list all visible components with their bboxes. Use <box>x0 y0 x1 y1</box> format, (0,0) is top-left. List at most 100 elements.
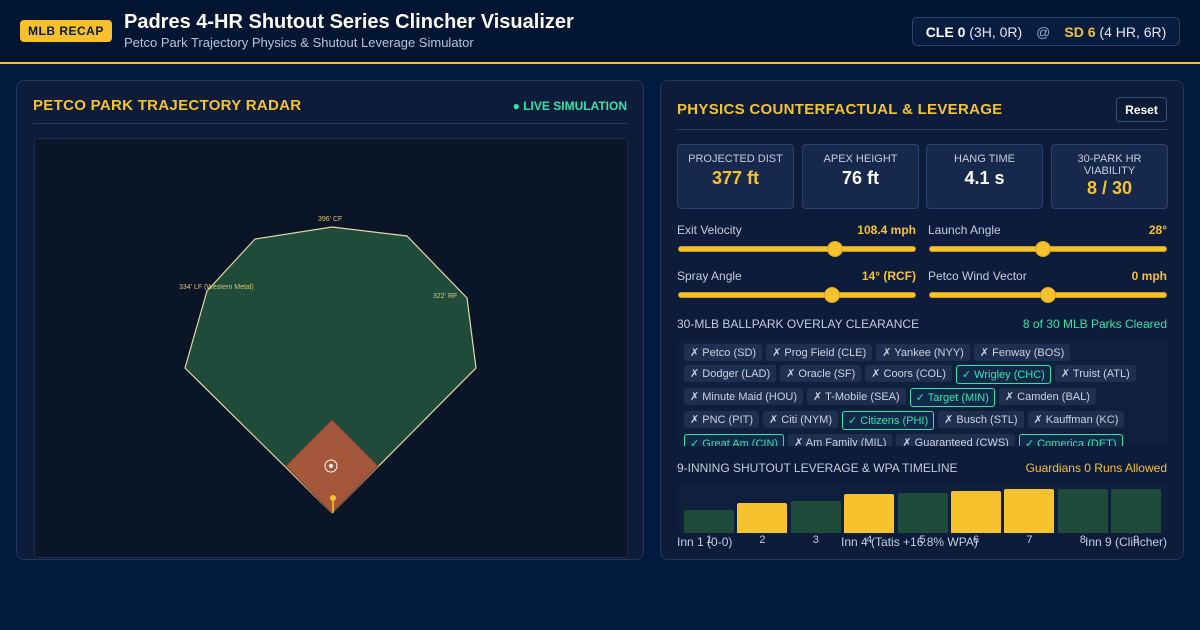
inning-bar[interactable] <box>951 491 1001 533</box>
stat-label: APEX HEIGHT <box>823 153 898 165</box>
ballpark-diagram: 396' CF 334' LF (Western Metal) 322' RF <box>179 216 477 514</box>
stat-projected-distance: PROJECTED DIST 377 ft <box>677 144 794 209</box>
pitcher-rubber <box>329 464 333 468</box>
inning-bar[interactable] <box>897 493 948 533</box>
lf-distance-label: 334' LF (Western Metal) <box>179 284 254 291</box>
park-chip[interactable]: ✗ Dodger (LAD) <box>684 365 777 382</box>
stat-value: 377 ft <box>711 168 760 188</box>
park-chip[interactable]: ✓ Target (MIN) <box>909 388 995 407</box>
park-chip[interactable]: ✗ Kauffman (KC) <box>1027 411 1125 428</box>
park-chip[interactable]: ✗ Truist (ATL) <box>1054 365 1136 382</box>
park-chip-list: ✗ Petco (SD) ✗ Prog Field (CLE) ✗ Yankee (… <box>678 338 1167 446</box>
inning-bar[interactable] <box>844 494 895 533</box>
park-chip[interactable]: ✗ Oracle (SF) <box>780 365 862 382</box>
stat-label: 30-PARK HR VIABILITY <box>1077 153 1142 177</box>
stat-value: 4.1 s <box>964 168 1005 188</box>
inning-label: 1 <box>705 534 713 546</box>
scoreboard: CLE 0 (3H, 0R) @ SD 6 (4 HR, 6R) <box>912 17 1180 46</box>
park-chip[interactable]: ✗ Guaranteed (CWS) <box>896 434 1015 446</box>
launch-angle-slider[interactable] <box>929 241 1167 257</box>
inning-bar[interactable] <box>737 503 788 533</box>
radar-title: PETCO PARK TRAJECTORY RADAR <box>33 97 302 114</box>
stat-label: HANG TIME <box>954 153 1015 165</box>
stat-value: 76 ft <box>841 168 879 188</box>
physics-panel: PHYSICS COUNTERFACTUAL & LEVERAGE Reset … <box>660 80 1184 560</box>
header-bar: MLB RECAP Padres 4-HR Shutout Series Cli… <box>0 0 1200 64</box>
park-chip[interactable]: ✗ T-Mobile (SEA) <box>807 388 906 405</box>
overlay-title: 30-MLB BALLPARK OVERLAY CLEARANCE <box>677 317 920 331</box>
trajectory-radar-panel: PETCO PARK TRAJECTORY RADAR ● LIVE SIMUL… <box>16 80 644 560</box>
away-team: CLE 0 <box>925 23 966 40</box>
overlay-summary: 8 of 30 MLB Parks Cleared <box>1022 317 1167 331</box>
wind-vector-slider[interactable] <box>929 287 1167 303</box>
timeline-title: 9-INNING SHUTOUT LEVERAGE & WPA TIMELINE <box>677 461 958 475</box>
reset-button[interactable]: Reset <box>1116 97 1167 122</box>
inning-label: 3 <box>812 534 819 546</box>
physics-title: PHYSICS COUNTERFACTUAL & LEVERAGE <box>677 101 1003 118</box>
spray-angle-slider[interactable] <box>678 287 916 303</box>
inning-bar[interactable] <box>684 510 734 533</box>
slider-thumb[interactable] <box>826 241 843 257</box>
radar-divider <box>33 123 627 124</box>
away-detail: (3H, 0R) <box>969 23 1023 40</box>
stat-hr-viability: 30-PARK HR VIABILITY 8 / 30 <box>1051 144 1168 209</box>
inning-label: 7 <box>1026 534 1033 546</box>
score-separator: @ <box>1036 23 1051 40</box>
park-chip[interactable]: ✓ Great Am (CIN) <box>684 434 785 446</box>
home-detail: (4 HR, 6R) <box>1099 23 1167 40</box>
inning-bar[interactable] <box>1004 489 1055 533</box>
inning-label: 6 <box>972 534 980 546</box>
home-team: SD 6 <box>1064 23 1096 40</box>
inning-label: 2 <box>759 534 766 546</box>
exit-velocity-slider[interactable] <box>678 241 916 257</box>
exit-velocity-value: 108.4 mph <box>857 223 916 237</box>
stat-value: 8 / 30 <box>1086 178 1133 198</box>
park-chip[interactable]: ✗ Camden (BAL) <box>998 388 1096 405</box>
timeline-note-start: Inn 1 (0-0) <box>677 535 733 549</box>
timeline-summary: Guardians 0 Runs Allowed <box>1025 461 1167 475</box>
rf-distance-label: 322' RF <box>433 293 457 300</box>
park-chip[interactable]: ✓ Comerica (DET) <box>1018 434 1123 446</box>
launch-angle-label: Launch Angle <box>928 223 1001 237</box>
radar-canvas[interactable]: 396' CF 334' LF (Western Metal) 322' RF <box>34 138 628 558</box>
wind-vector-label: Petco Wind Vector <box>928 269 1027 283</box>
park-chip[interactable]: ✓ Citizens (PHI) <box>842 411 935 430</box>
ball-marker <box>330 495 336 501</box>
park-chip[interactable]: ✗ Yankee (NYY) <box>876 344 970 361</box>
cf-distance-label: 396' CF <box>318 216 342 223</box>
park-chip[interactable]: ✗ Citi (NYM) <box>763 411 838 428</box>
slider-thumb[interactable] <box>1035 241 1052 257</box>
wind-vector-value: 0 mph <box>1131 269 1167 283</box>
slider-thumb[interactable] <box>1040 287 1056 303</box>
live-simulation-indicator: ● LIVE SIMULATION <box>512 99 627 113</box>
park-chip[interactable]: ✗ Am Family (MIL) <box>788 434 893 446</box>
park-chip[interactable]: ✗ Minute Maid (HOU) <box>684 388 804 405</box>
slider-thumb[interactable] <box>824 287 841 303</box>
away-score: CLE 0 (3H, 0R) <box>926 24 1022 40</box>
inning-label: 4 <box>866 534 873 546</box>
timeline-note-end: Inn 9 (Clincher) <box>1085 535 1168 549</box>
pitcher-mound <box>324 459 338 473</box>
inning-label: 8 <box>1079 534 1086 546</box>
inning-bar[interactable] <box>790 501 841 533</box>
timeline-note-mid: Inn 4 (Tatis +16.8% WPA) <box>841 535 978 549</box>
inning-bar[interactable] <box>1057 489 1108 533</box>
park-chip[interactable]: ✗ Fenway (BOS) <box>973 344 1071 361</box>
page-subtitle: Petco Park Trajectory Physics & Shutout … <box>124 35 474 50</box>
mlb-recap-badge: MLB RECAP <box>20 20 112 42</box>
page-title: Padres 4-HR Shutout Series Clincher Visu… <box>124 11 574 33</box>
stat-label: PROJECTED DIST <box>688 153 783 165</box>
exit-velocity-label: Exit Velocity <box>677 223 742 237</box>
outfield-area <box>184 226 477 514</box>
park-chip[interactable]: ✗ Busch (STL) <box>938 411 1024 428</box>
park-chip[interactable]: ✓ Wrigley (CHC) <box>955 365 1051 384</box>
park-chip[interactable]: ✗ PNC (PIT) <box>684 411 759 428</box>
inning-label: 9 <box>1133 534 1140 546</box>
park-chip[interactable]: ✗ Coors (COL) <box>865 365 952 382</box>
park-chip[interactable]: ✗ Petco (SD) <box>684 344 763 361</box>
launch-angle-value: 28° <box>1148 223 1167 237</box>
inning-bar[interactable] <box>1111 489 1162 533</box>
park-chip[interactable]: ✗ Prog Field (CLE) <box>766 344 873 361</box>
spray-angle-value: 14° (RCF) <box>861 269 916 283</box>
wpa-timeline-chart: 1 2 3 4 5 6 7 8 9 <box>678 482 1167 546</box>
